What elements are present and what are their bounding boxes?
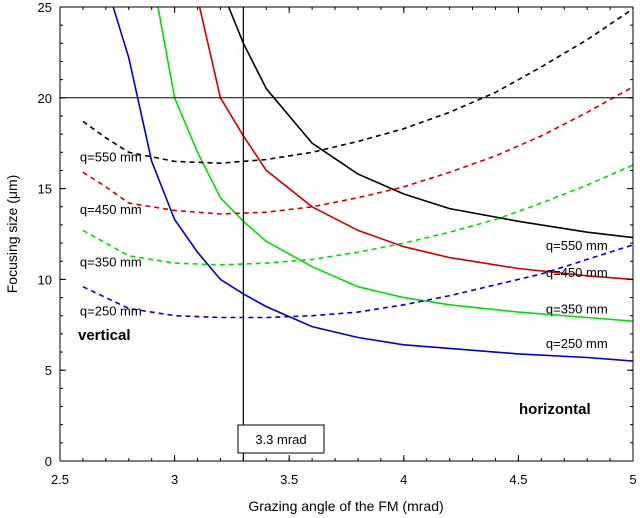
horizontal-series-label: q=550 mm <box>546 238 608 253</box>
horizontal-series-label: q=350 mm <box>546 301 608 316</box>
vertical-group-label: vertical <box>78 327 131 344</box>
x-tick-label: 2.5 <box>51 472 69 487</box>
x-tick-label: 4 <box>400 472 407 487</box>
series-horizontal-q-250-mm <box>112 7 633 362</box>
x-tick-label: 4.5 <box>509 472 527 487</box>
x-tick-label: 3.5 <box>280 472 298 487</box>
series-horizontal-q-550-mm <box>227 7 633 239</box>
y-tick-label: 20 <box>38 91 52 106</box>
horizontal-series-label: q=250 mm <box>546 336 608 351</box>
axis-ticks: 2.5 3 3.5 4 4.5 5 0 5 10 15 20 25 <box>38 0 637 487</box>
plot-frame <box>59 6 634 462</box>
vline-label-box: 3.3 mrad <box>237 424 325 454</box>
vertical-series-label: q=550 mm <box>80 149 142 164</box>
y-tick-label: 0 <box>45 454 52 469</box>
vertical-series-label: q=350 mm <box>80 255 142 270</box>
y-tick-label: 5 <box>45 363 52 378</box>
x-axis-label: Grazing angle of the FM (mrad) <box>248 498 443 514</box>
series-horizontal-q-450-mm <box>198 7 633 281</box>
vertical-series-label: q=450 mm <box>80 202 142 217</box>
vline-label: 3.3 mrad <box>255 432 306 447</box>
y-axis-label: Focusing size (μm) <box>4 175 20 294</box>
reference-lines <box>60 7 633 461</box>
series-vertical-q-550-mm <box>82 8 633 165</box>
y-tick-label: 25 <box>38 0 52 15</box>
curves-layer <box>82 7 633 362</box>
vertical-series-label: q=250 mm <box>80 304 142 319</box>
series-vertical-q-450-mm <box>82 86 633 215</box>
y-tick-label: 10 <box>38 272 52 287</box>
series-vertical-q-250-mm <box>82 244 633 319</box>
annotations: vertical horizontal 3.3 mrad q=550 mm q=4… <box>78 149 608 454</box>
horizontal-group-label: horizontal <box>519 401 591 418</box>
x-tick-label: 5 <box>629 472 636 487</box>
series-horizontal-q-350-mm <box>157 7 633 322</box>
horizontal-series-label: q=450 mm <box>546 265 608 280</box>
y-tick-label: 15 <box>38 182 52 197</box>
x-tick-label: 3 <box>171 472 178 487</box>
